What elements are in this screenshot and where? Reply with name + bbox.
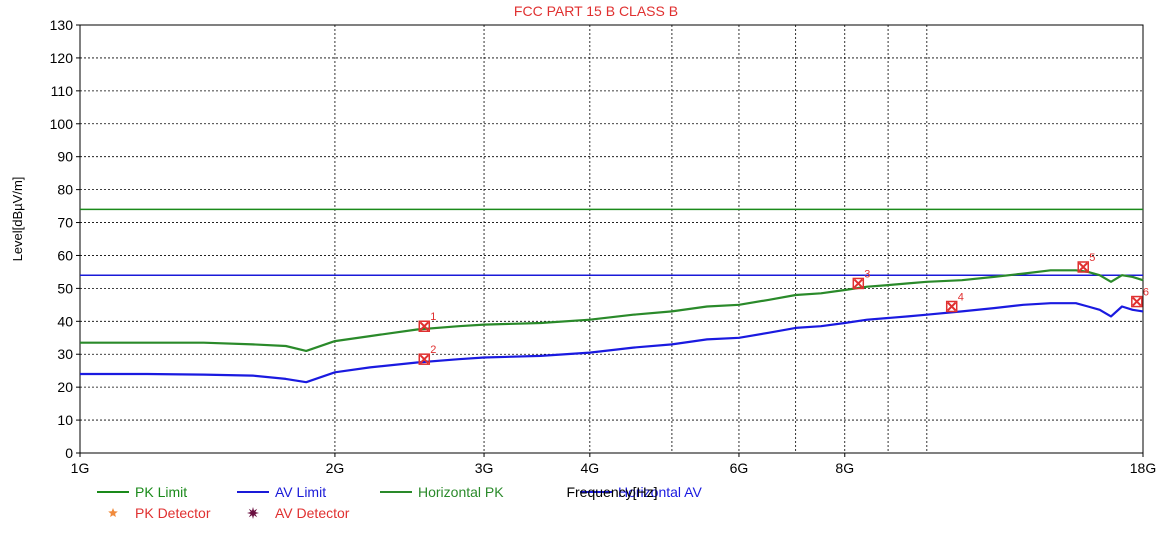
y-tick-label: 50 bbox=[57, 280, 73, 296]
legend-label: Horizontal PK bbox=[418, 484, 504, 500]
y-tick-label: 130 bbox=[50, 17, 74, 33]
y-tick-label: 120 bbox=[50, 50, 74, 66]
series-group bbox=[80, 209, 1143, 382]
y-tick-label: 60 bbox=[57, 247, 73, 263]
chart-title: FCC PART 15 B CLASS B bbox=[514, 3, 678, 19]
marker-label: 6 bbox=[1143, 287, 1149, 299]
legend-label: PK Detector bbox=[135, 505, 211, 521]
plot-frame bbox=[80, 25, 1143, 453]
markers-group: 1 2 3 4 5 6 bbox=[419, 252, 1149, 364]
marker-label: 3 bbox=[864, 268, 870, 280]
x-axis-label: Frequency[Hz] bbox=[566, 484, 657, 500]
x-tick-label: 8G bbox=[835, 460, 854, 476]
marker-label: 1 bbox=[430, 311, 436, 323]
star-icon bbox=[108, 508, 118, 517]
legend-item: AV Limit bbox=[237, 484, 326, 500]
x-tick-label: 6G bbox=[730, 460, 749, 476]
legend-item: AV Detector bbox=[247, 505, 350, 521]
legend-item: Horizontal PK bbox=[380, 484, 504, 500]
y-tick-label: 30 bbox=[57, 346, 73, 362]
marker-cross bbox=[854, 279, 862, 287]
marker-4: 4 bbox=[947, 291, 964, 311]
legend-item: PK Detector bbox=[108, 505, 211, 521]
legend-item: PK Limit bbox=[97, 484, 187, 500]
marker-cross bbox=[1133, 298, 1141, 306]
legend-label: AV Detector bbox=[275, 505, 350, 521]
series-horizontal-av bbox=[80, 303, 1143, 382]
x-tick-label: 1G bbox=[71, 460, 90, 476]
x-tick-label: 18G bbox=[1130, 460, 1156, 476]
x-tick-label: 4G bbox=[580, 460, 599, 476]
y-axis-label: Level[dBµV/m] bbox=[10, 177, 25, 262]
marker-6: 6 bbox=[1132, 287, 1149, 307]
y-tick-label: 20 bbox=[57, 379, 73, 395]
x-axis-ticks: 1G 2G 3G 4G 6G 8G 18G bbox=[71, 453, 1157, 476]
y-tick-label: 0 bbox=[65, 445, 73, 461]
series-horizontal-pk bbox=[80, 270, 1143, 351]
y-axis-ticks: 0 10 20 30 40 50 60 70 80 90 100 110 120 130 bbox=[50, 17, 80, 461]
marker-label: 4 bbox=[958, 291, 964, 303]
x-tick-label: 2G bbox=[326, 460, 345, 476]
y-tick-label: 80 bbox=[57, 182, 73, 198]
marker-cross bbox=[948, 302, 956, 310]
marker-5: 5 bbox=[1078, 252, 1095, 272]
marker-cross bbox=[1079, 263, 1087, 271]
grid bbox=[80, 25, 1143, 453]
y-tick-label: 110 bbox=[51, 83, 74, 99]
y-tick-label: 40 bbox=[57, 313, 73, 329]
legend-label: PK Limit bbox=[135, 484, 187, 500]
x-tick-label: 3G bbox=[475, 460, 494, 476]
marker-label: 5 bbox=[1089, 252, 1095, 264]
marker-3: 3 bbox=[853, 268, 870, 288]
y-tick-label: 10 bbox=[57, 412, 73, 428]
marker-label: 2 bbox=[430, 344, 436, 356]
legend-label: AV Limit bbox=[275, 484, 326, 500]
burst-icon bbox=[247, 507, 259, 519]
y-tick-label: 70 bbox=[57, 215, 73, 231]
y-tick-label: 100 bbox=[50, 116, 74, 132]
y-tick-label: 90 bbox=[57, 149, 73, 165]
